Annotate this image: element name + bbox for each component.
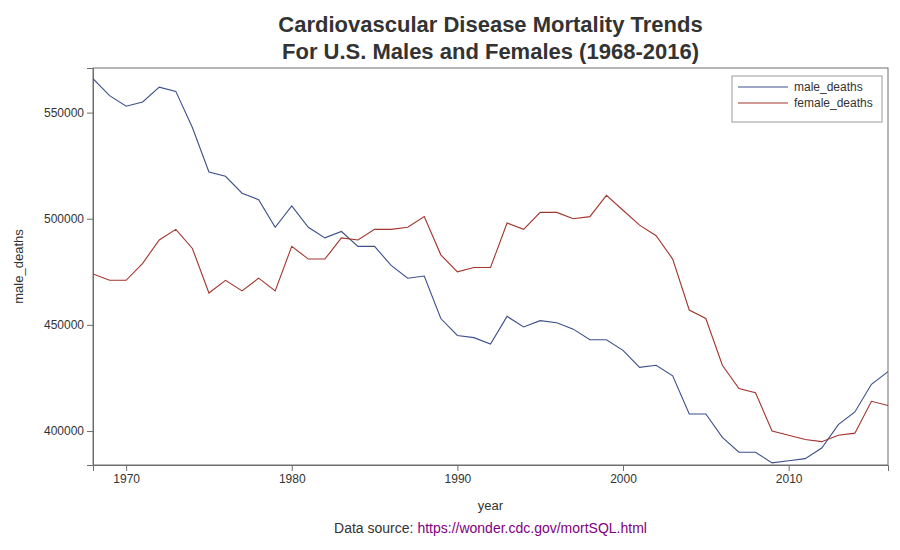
tick-label: 400000 xyxy=(44,424,84,438)
tick: 1980 xyxy=(279,465,306,486)
source-text: Data source: xyxy=(334,520,413,536)
y-axis-title: male_deaths xyxy=(11,229,26,304)
axis-line xyxy=(94,466,889,472)
tick: 2000 xyxy=(610,465,637,486)
series-line xyxy=(93,195,888,441)
tick: 1990 xyxy=(445,465,472,486)
y-axis: 400000 450000 500000 550000 xyxy=(44,69,94,466)
chart: Cardiovascular Disease Mortality TrendsF… xyxy=(0,0,900,550)
subtitle: For U.S. Males and Females (1968-2016) xyxy=(282,39,699,64)
tick: 400000 xyxy=(44,424,93,438)
legend-swatch xyxy=(738,86,788,87)
tick-mark xyxy=(457,465,458,471)
tick-label: 1970 xyxy=(113,472,140,486)
source-link: https://wonder.cdc.gov/mortSQL.html xyxy=(417,520,647,536)
legend-frame xyxy=(732,76,882,122)
legend-label: male_deaths xyxy=(794,80,863,94)
x-axis: 1970 1980 1990 2000 2010 xyxy=(94,465,889,486)
tick-mark xyxy=(789,465,790,471)
tick: 500000 xyxy=(44,212,93,226)
plot-frame xyxy=(93,68,888,465)
title: Cardiovascular Disease Mortality Trends xyxy=(278,12,702,37)
tick-mark xyxy=(87,219,93,220)
tick-mark xyxy=(87,113,93,114)
tick: 550000 xyxy=(44,106,93,120)
plot: 1970 1980 1990 2000 2010 400000 450000 500000 55… xyxy=(11,68,889,513)
tick-label: 1990 xyxy=(445,472,472,486)
legend-swatch xyxy=(738,102,788,103)
x-axis-title: year xyxy=(478,498,504,513)
tick-mark xyxy=(292,465,293,471)
legend-label: female_deaths xyxy=(794,96,873,110)
tick-mark xyxy=(87,325,93,326)
tick-mark xyxy=(87,431,93,432)
tick: 2010 xyxy=(776,465,803,486)
tick-label: 500000 xyxy=(44,212,84,226)
series-line xyxy=(93,79,888,463)
tick: 450000 xyxy=(44,318,93,332)
series-group xyxy=(93,79,888,463)
tick-mark xyxy=(126,465,127,471)
legend: male_deaths female_deaths xyxy=(732,76,882,122)
tick: 1970 xyxy=(113,465,140,486)
tick-label: 2010 xyxy=(776,472,803,486)
tick-label: 2000 xyxy=(610,472,637,486)
tick-label: 450000 xyxy=(44,318,84,332)
title-group: Cardiovascular Disease Mortality TrendsF… xyxy=(278,12,702,64)
tick-mark xyxy=(623,465,624,471)
axis-line xyxy=(87,69,94,466)
tick-label: 1980 xyxy=(279,472,306,486)
tick-label: 550000 xyxy=(44,106,84,120)
source-note: Data source:https://wonder.cdc.gov/mortS… xyxy=(334,520,647,536)
